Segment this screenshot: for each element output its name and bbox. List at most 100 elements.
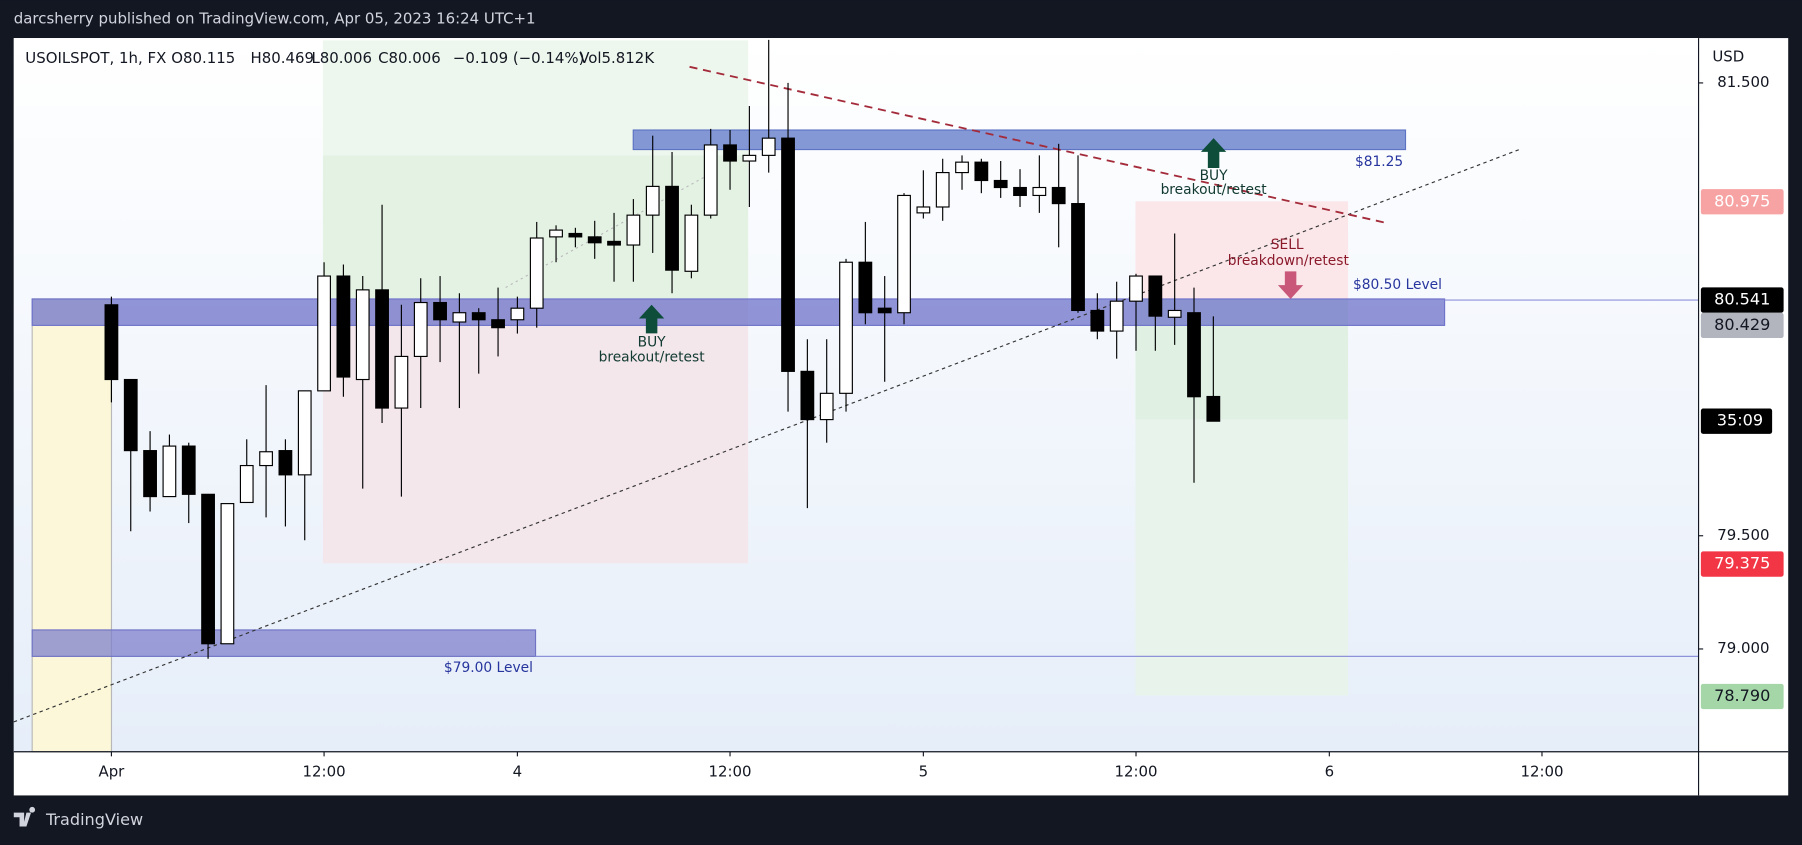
stop-zone — [1135, 201, 1349, 299]
countdown-badge — [1700, 408, 1773, 434]
candle-body — [278, 450, 293, 476]
buy-arrow — [1200, 138, 1227, 168]
candle-body — [1206, 395, 1221, 422]
x-tick-label: Apr — [98, 762, 125, 780]
candle-body — [1032, 186, 1047, 197]
candle-body — [529, 237, 544, 309]
x-tick-label: 4 — [513, 762, 523, 780]
x-tick-label: 12:00 — [709, 762, 752, 780]
candle-body — [549, 229, 563, 238]
price-label-badge — [1700, 189, 1784, 215]
candle-body — [104, 304, 119, 381]
price-label-badge — [1700, 551, 1784, 577]
candle-body — [259, 451, 273, 467]
price-label: 80.429 — [1714, 315, 1770, 334]
x-tick-label: 6 — [1325, 762, 1335, 780]
candle-body — [143, 450, 157, 498]
legend-item: −0.109 (−0.14%) — [453, 49, 585, 67]
candle-body — [297, 390, 312, 476]
legend-item: L80.006 — [311, 49, 372, 67]
candle-body — [394, 355, 409, 409]
candle-body — [491, 319, 505, 329]
countdown: 35:09 — [1717, 411, 1763, 430]
candle-body — [665, 185, 679, 271]
candle-body — [742, 154, 757, 162]
candle-body — [684, 214, 699, 272]
candle-body — [703, 144, 718, 216]
brand: TradingView — [45, 810, 143, 829]
annotation: breakout/retest — [599, 350, 706, 366]
x-tick-label: 5 — [919, 762, 929, 780]
price-label-badge — [1700, 287, 1784, 313]
candle-body — [897, 194, 911, 314]
sell-arrow — [1277, 271, 1304, 299]
candle-body — [471, 312, 486, 321]
buy-arrow — [638, 304, 665, 334]
time-zone — [31, 298, 113, 753]
candle-body — [819, 392, 834, 421]
candles — [104, 39, 1221, 659]
legend-item: Vol5.812K — [579, 49, 655, 67]
candle-body — [568, 232, 583, 238]
candle-body — [839, 261, 853, 394]
annotation: BUY — [1200, 168, 1229, 184]
candle-body — [877, 307, 892, 314]
annotation: BUY — [638, 335, 667, 351]
y-tick-label: 79.000 — [1717, 639, 1769, 657]
x-tick-label: 12:00 — [1520, 762, 1563, 780]
stop-zone — [322, 298, 749, 564]
candle-body — [723, 144, 737, 162]
candle-body — [181, 445, 196, 495]
x-tick-label: 12:00 — [303, 762, 346, 780]
candle-body — [1051, 186, 1066, 205]
publisher: darcsherry published on TradingView.com,… — [14, 10, 536, 28]
annotation: $80.50 Level — [1353, 277, 1442, 293]
candle-body — [413, 301, 428, 358]
candle-body — [1148, 275, 1163, 317]
logo — [13, 806, 36, 827]
candle-body — [645, 185, 660, 216]
candle-body — [239, 464, 254, 504]
level-zone — [31, 629, 537, 657]
candle-body — [336, 275, 351, 378]
annotation: SELL — [1271, 237, 1304, 253]
candle-body — [1129, 275, 1143, 302]
price-label: 78.790 — [1714, 686, 1770, 705]
legend-item: O80.115 — [171, 49, 235, 67]
candle-body — [1090, 309, 1105, 332]
annotation: $79.00 Level — [444, 660, 533, 676]
candle-body — [1109, 300, 1124, 332]
y-tick-label: 79.500 — [1717, 526, 1769, 544]
candle-body — [220, 503, 235, 645]
price-label: 80.541 — [1714, 290, 1770, 309]
price-label: 80.975 — [1714, 191, 1770, 210]
candle-body — [433, 301, 447, 321]
candle-body — [626, 214, 641, 246]
candle-body — [761, 137, 776, 156]
legend-item: H80.469 — [251, 49, 314, 67]
legend-item: C80.006 — [378, 49, 441, 67]
annotation: breakout/retest — [1161, 182, 1268, 198]
candle-body — [123, 378, 138, 452]
candle-body — [201, 493, 215, 645]
x-tick-label: 12:00 — [1114, 762, 1157, 780]
candle-body — [781, 137, 795, 372]
candle-body — [1071, 203, 1085, 312]
candle-body — [1167, 309, 1182, 318]
price-label-badge — [1700, 312, 1784, 339]
candle-body — [916, 206, 931, 214]
annotation: breakdown/retest — [1228, 253, 1350, 269]
candle-body — [993, 179, 1008, 189]
candle-body — [587, 236, 602, 244]
target-zone — [1135, 419, 1349, 696]
price-label-badge — [1700, 683, 1784, 710]
candle-body — [452, 312, 467, 323]
candle-body — [355, 289, 370, 381]
trend-line — [689, 65, 1388, 225]
candle-body — [375, 289, 389, 409]
legend-item: USOILSPOT, 1h, FX — [25, 49, 166, 67]
y-tick-label: 81.500 — [1717, 73, 1769, 91]
candle-body — [607, 240, 621, 246]
